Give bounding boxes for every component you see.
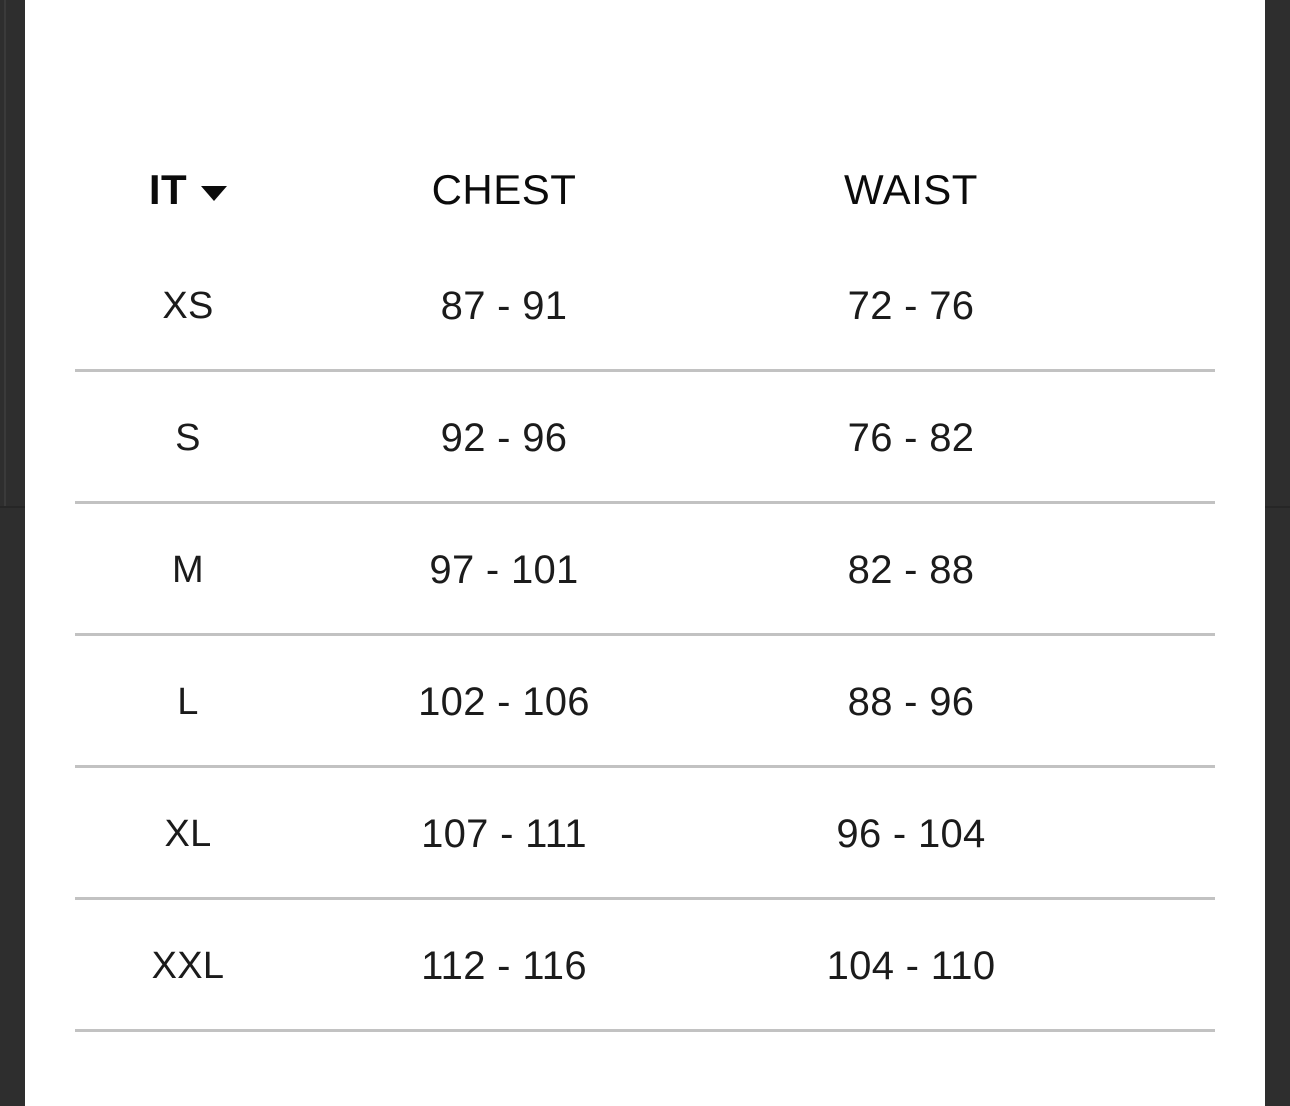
table-row[interactable]: XXL 112 - 116 104 - 110	[75, 900, 1215, 1032]
table-header-row: IT CHEST WAIST	[75, 0, 1215, 240]
cell-waist: 72 - 76	[847, 283, 975, 328]
row-divider	[75, 897, 1215, 900]
cell-waist: 88 - 96	[847, 679, 975, 724]
chevron-down-icon[interactable]	[201, 185, 228, 201]
row-divider	[75, 501, 1215, 504]
cell-chest: 107 - 111	[421, 811, 587, 856]
table-row[interactable]: XS 87 - 91 72 - 76	[75, 240, 1215, 372]
column-header-chest: CHEST	[431, 166, 577, 213]
row-divider	[75, 633, 1215, 636]
cell-waist: 76 - 82	[847, 415, 975, 460]
cell-chest: 102 - 106	[418, 679, 590, 724]
cell-size: XXL	[151, 944, 225, 987]
row-divider	[75, 1029, 1215, 1032]
column-header-waist: WAIST	[844, 166, 978, 213]
row-divider	[75, 765, 1215, 768]
size-system-dropdown[interactable]: IT	[148, 166, 228, 214]
left-chrome-inner-line	[4, 0, 6, 506]
table-row[interactable]: XL 107 - 111 96 - 104	[75, 768, 1215, 900]
content-sheet: IT CHEST WAIST XS 87 - 91 72 - 76 S 92 -…	[25, 0, 1265, 1106]
cell-size: M	[172, 548, 204, 591]
table-row[interactable]: L 102 - 106 88 - 96	[75, 636, 1215, 768]
left-chrome-seam	[0, 506, 25, 508]
table-row[interactable]: M 97 - 101 82 - 88	[75, 504, 1215, 636]
right-chrome-seam	[1265, 506, 1290, 508]
cell-chest: 92 - 96	[440, 415, 568, 460]
cell-chest: 87 - 91	[440, 283, 568, 328]
row-divider	[75, 369, 1215, 372]
cell-size: L	[177, 680, 199, 723]
cell-chest: 112 - 116	[421, 943, 587, 988]
column-header-size-system[interactable]: IT	[75, 166, 301, 240]
size-chart-table: IT CHEST WAIST XS 87 - 91 72 - 76 S 92 -…	[75, 0, 1215, 1032]
cell-size: S	[175, 416, 201, 459]
left-chrome-bar	[0, 0, 25, 1106]
size-system-label: IT	[148, 166, 188, 213]
right-chrome-bar	[1265, 0, 1290, 1106]
cell-size: XS	[162, 284, 214, 327]
cell-chest: 97 - 101	[429, 547, 579, 592]
cell-size: XL	[164, 812, 212, 855]
cell-waist: 104 - 110	[826, 943, 996, 988]
table-row[interactable]: S 92 - 96 76 - 82	[75, 372, 1215, 504]
cell-waist: 82 - 88	[847, 547, 975, 592]
cell-waist: 96 - 104	[836, 811, 986, 856]
